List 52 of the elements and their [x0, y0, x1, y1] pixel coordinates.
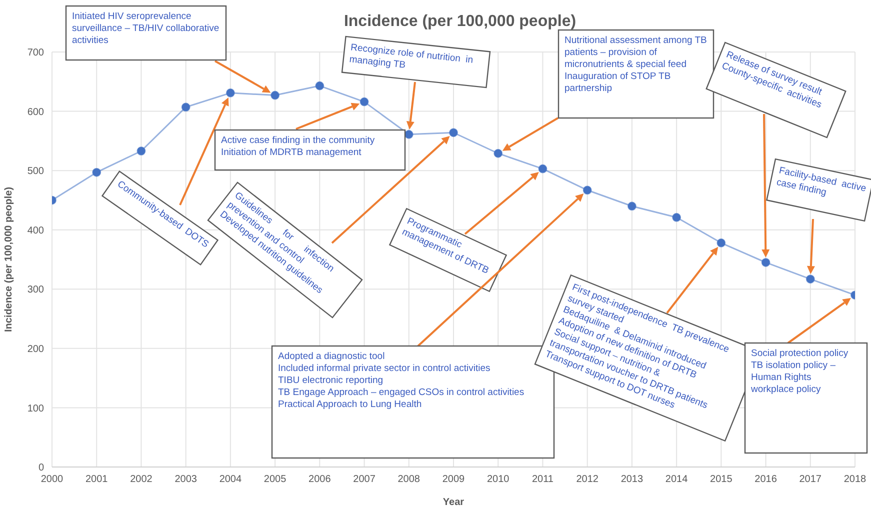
point	[538, 164, 548, 174]
annotation: Adopted a diagnostic tool Included informal private sector in control activities TIBU electronic reporting TB Engage Approach – engaged CSOs in control activities Practical Approach to Lung Health	[278, 351, 524, 410]
annotation: Social protection policy TB isolation policy – Human Rights workplace policy	[750, 348, 848, 395]
y-tick-label: 400	[27, 225, 44, 236]
point	[92, 168, 102, 177]
point	[761, 258, 770, 267]
x-axis-title: Year	[442, 497, 464, 508]
x-tick-label: 2006	[308, 474, 332, 486]
x-tick-label: 2017	[799, 474, 822, 486]
x-tick-label: 2001	[85, 474, 108, 486]
point	[449, 128, 458, 138]
point	[315, 81, 324, 90]
x-tick-label: 2003	[174, 474, 198, 486]
annotation: Nutritional assessment among TB patients – provision of micronutrients & special feed Inauguration of STOP TB partnership	[564, 35, 707, 94]
point	[806, 274, 815, 284]
x-tick-label: 2018	[844, 474, 867, 486]
y-tick-label: 100	[27, 403, 44, 414]
point	[226, 88, 235, 98]
y-tick-label: 0	[38, 462, 44, 474]
chart-title: Incidence (per 100,000 people)	[344, 13, 576, 30]
point	[181, 102, 190, 112]
x-tick-label: 2005	[264, 474, 287, 486]
x-tick-label: 2002	[130, 474, 153, 486]
x-tick-label: 2009	[442, 474, 466, 486]
y-tick-label: 600	[27, 106, 44, 118]
point	[136, 146, 146, 156]
x-tick-label: 2008	[398, 474, 420, 486]
x-tick-label: 2015	[710, 474, 733, 486]
y-axis-title: Incidence (per 100,000 people)	[4, 186, 15, 332]
point	[494, 148, 503, 158]
annotation: Active case finding in the community Initiation of MDRTB management	[221, 135, 375, 158]
point	[582, 186, 592, 195]
point	[672, 212, 682, 222]
y-tick-label: 700	[27, 48, 44, 59]
x-tick-label: 2013	[620, 474, 644, 486]
point	[716, 238, 726, 248]
annotation: Recognize role of nutrition in managing TB	[348, 42, 474, 71]
x-tick-label: 2007	[353, 474, 376, 486]
x-tick-label: 2011	[532, 474, 554, 486]
point	[627, 202, 636, 211]
x-tick-label: 2012	[576, 474, 599, 486]
y-tick-label: 200	[27, 344, 44, 355]
x-tick-label: 2014	[665, 474, 688, 486]
x-tick-label: 2016	[754, 474, 778, 486]
y-tick-label: 500	[27, 166, 44, 178]
x-tick-label: 2000	[40, 474, 64, 486]
x-tick-label: 2010	[486, 474, 510, 486]
text: Initiated HIV seroprevalence surveillance – TB/HIV collaborative activities	[72, 11, 220, 46]
point	[270, 90, 280, 100]
point	[360, 97, 369, 106]
y-tick-label: 300	[27, 284, 44, 296]
x-tick-label: 2004	[219, 474, 242, 486]
